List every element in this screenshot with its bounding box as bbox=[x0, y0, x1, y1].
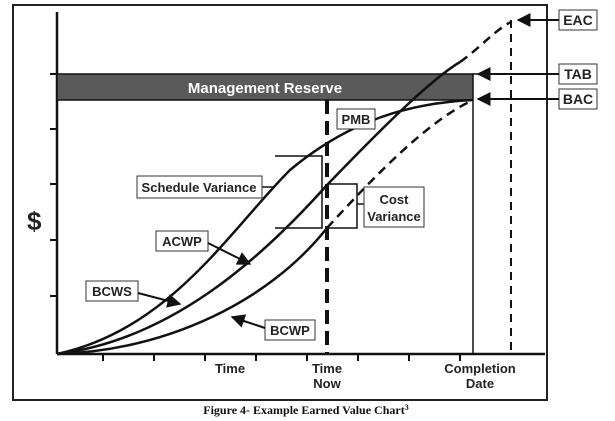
bcwp-curve bbox=[56, 227, 328, 356]
figure-caption-text: Figure 4- Example Earned Value Chart bbox=[203, 403, 404, 417]
bcwp-label: BCWP bbox=[270, 323, 310, 338]
x-label-time-now-line1: Time bbox=[312, 361, 342, 376]
management-reserve-label: Management Reserve bbox=[188, 80, 342, 97]
bac-label: BAC bbox=[563, 91, 593, 107]
pmb-label: PMB bbox=[342, 112, 371, 127]
y-axis-dollar-label: $ bbox=[27, 206, 42, 236]
schedule-variance-label: Schedule Variance bbox=[142, 180, 257, 195]
bcwp-forecast bbox=[326, 98, 474, 229]
tab-label: TAB bbox=[564, 66, 592, 82]
bcws-box bbox=[85, 280, 139, 302]
schedule-variance-box bbox=[136, 175, 263, 199]
acwp-box bbox=[155, 230, 209, 252]
acwp-curve bbox=[56, 60, 461, 356]
bcwp-arrow bbox=[230, 314, 266, 329]
x-label-completion-line1: Completion bbox=[444, 361, 516, 376]
outer-frame bbox=[12, 4, 548, 401]
cost-variance-box bbox=[363, 186, 425, 228]
x-label-time: Time bbox=[215, 361, 245, 376]
acwp-label: ACWP bbox=[162, 234, 202, 249]
x-label-completion-line2: Date bbox=[466, 376, 494, 391]
eac-label: EAC bbox=[563, 12, 593, 28]
bcws-pmb-curve bbox=[56, 98, 474, 356]
cost-variance-label-line2: Variance bbox=[367, 209, 421, 224]
bcws-label: BCWS bbox=[92, 284, 132, 299]
figure-caption: Figure 4- Example Earned Value Chart3 bbox=[203, 403, 408, 417]
bcwp-box bbox=[264, 319, 316, 341]
schedule-variance-bracket bbox=[275, 155, 323, 229]
x-ticks bbox=[102, 354, 461, 361]
acwp-arrow bbox=[207, 242, 252, 265]
management-reserve-bar bbox=[56, 73, 474, 101]
cost-variance-bracket bbox=[327, 183, 358, 229]
bcws-arrow bbox=[137, 292, 182, 308]
cost-variance-label-line1: Cost bbox=[380, 192, 410, 207]
figure-caption-superscript: 3 bbox=[405, 403, 409, 412]
acwp-eac-projection bbox=[459, 20, 512, 64]
x-label-time-now-line2: Now bbox=[313, 376, 341, 391]
y-ticks bbox=[50, 73, 57, 297]
pmb-box bbox=[336, 108, 376, 130]
